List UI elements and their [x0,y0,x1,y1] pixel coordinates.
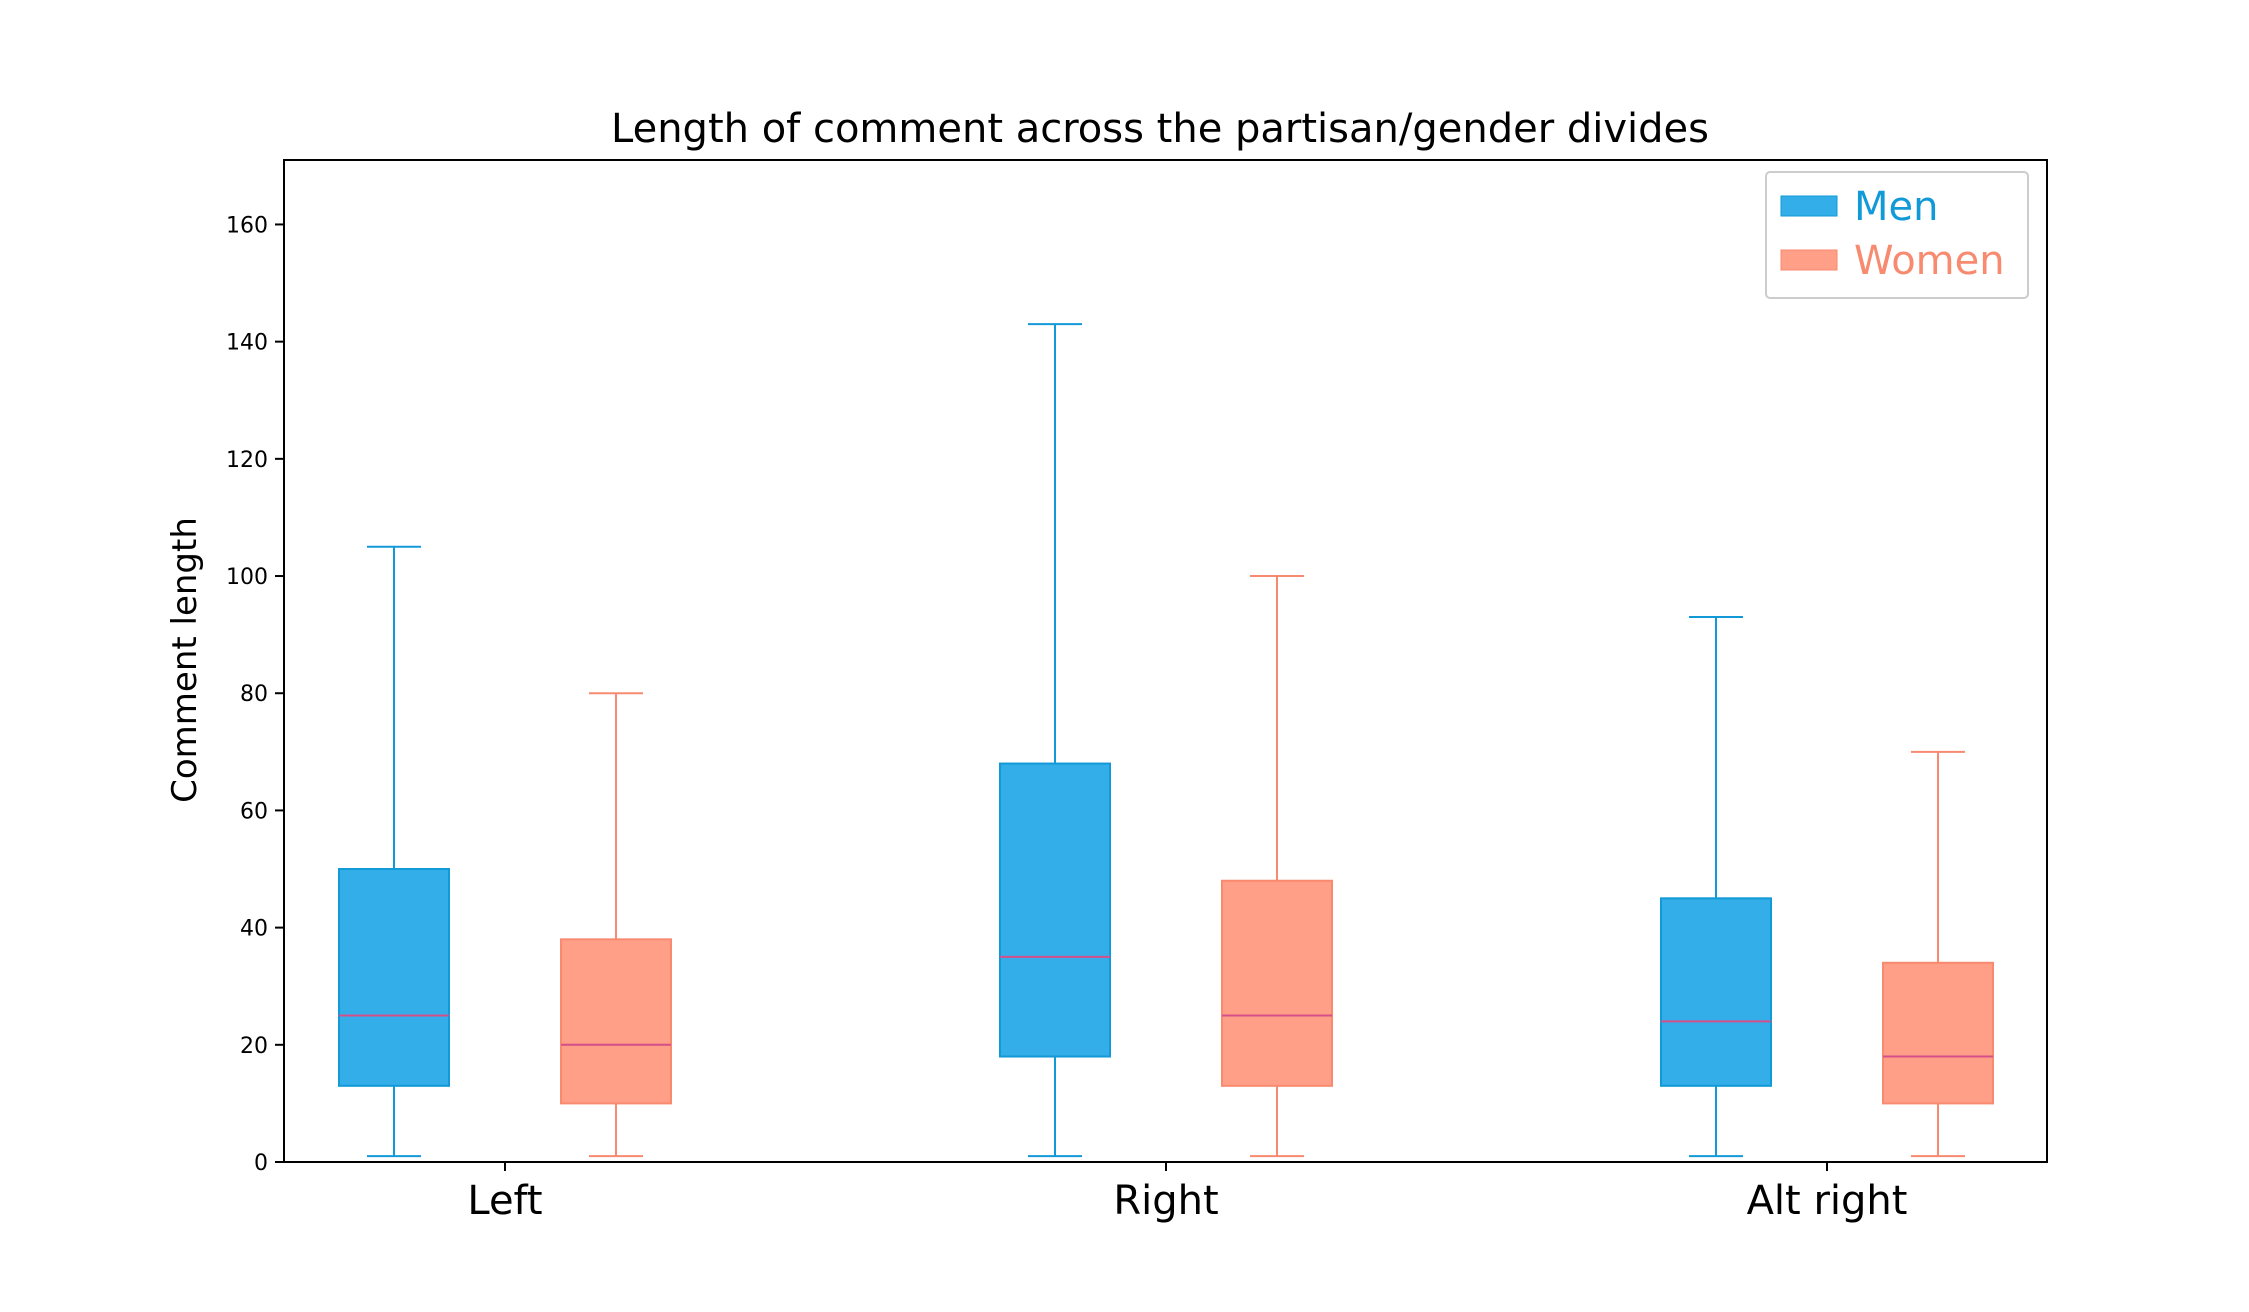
legend-swatch-women [1780,249,1838,271]
box-men-2 [1660,897,1772,1087]
box-men-0 [338,868,450,1087]
plot-area: 0 20 40 60 80 100 120 140 160 Left Right Alt right [226,159,2048,1224]
chart-title: Length of comment across the partisan/ge… [611,106,1709,152]
y-axis-label: Comment length [165,517,205,803]
y-tick-label-0: 0 [254,1151,268,1176]
y-tick-label-120: 120 [226,448,268,473]
box-women-2 [1882,961,1994,1105]
legend-label-men: Men [1854,184,1938,230]
axes-frame [283,159,2048,1163]
x-tick-label-2: Alt right [1747,1178,1908,1224]
y-tick-label-60: 60 [240,799,268,824]
legend-label-women: Women [1854,238,2005,284]
y-tick-label-100: 100 [226,565,268,590]
box-women-0 [560,938,672,1105]
box-women-1 [1221,879,1333,1087]
y-tick-label-140: 140 [226,331,268,356]
y-tick-label-80: 80 [240,682,268,707]
y-tick-label-160: 160 [226,213,268,238]
y-tick-label-20: 20 [240,1034,268,1059]
x-tick-label-0: Left [467,1178,542,1224]
x-tick-label-1: Right [1113,1178,1218,1224]
y-tick-label-40: 40 [240,917,268,942]
box-men-1 [999,762,1111,1058]
legend-swatch-men [1780,195,1838,217]
legend: Men Women [1765,171,2029,299]
